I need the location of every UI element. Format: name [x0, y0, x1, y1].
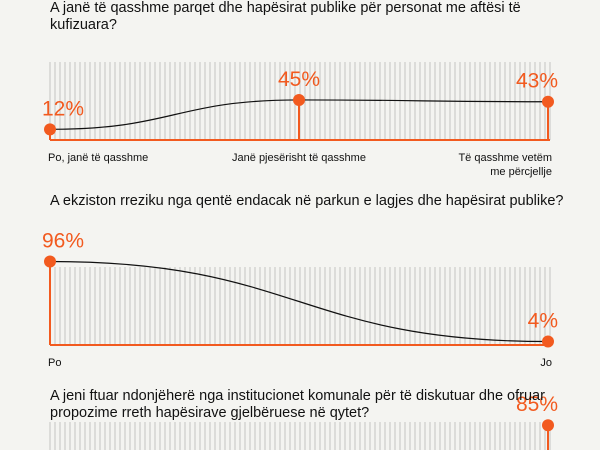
- question-title: A janë të qasshme parqet dhe hapësirat p…: [50, 0, 521, 33]
- value-label: 45%: [278, 68, 320, 91]
- category-label: Po: [48, 357, 62, 369]
- value-label: 12%: [42, 97, 84, 120]
- value-label: 85%: [516, 393, 558, 416]
- point: [293, 93, 305, 106]
- point: [44, 123, 56, 136]
- question-title: A jeni ftuar ndonjëherë nga institucione…: [50, 388, 545, 421]
- category-label: Të qasshme vetëm me përcjellje: [458, 152, 552, 178]
- point: [542, 95, 554, 108]
- line: [49, 260, 549, 343]
- value-label: 43%: [516, 70, 558, 93]
- point: [44, 255, 56, 268]
- category-label: Janë pjesërisht të qasshme: [232, 152, 366, 164]
- point: [542, 335, 554, 348]
- point: [542, 419, 554, 432]
- category-label: Jo: [540, 357, 552, 369]
- question-title: A ekziston rreziku nga qentë endacak në …: [50, 193, 564, 209]
- value-label: 96%: [42, 229, 84, 252]
- category-label: Po, janë të qasshme: [48, 152, 149, 164]
- value-label: 4%: [528, 310, 558, 333]
